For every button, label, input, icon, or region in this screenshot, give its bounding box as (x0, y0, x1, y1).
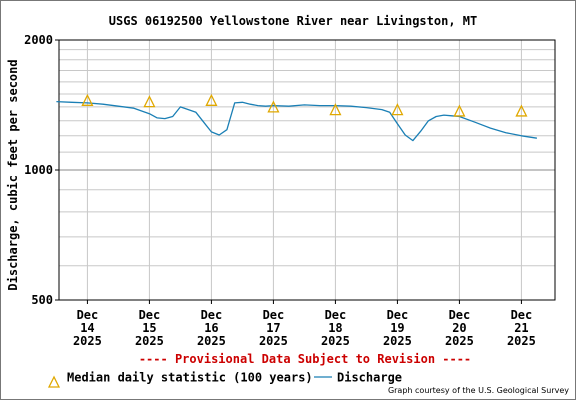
x-tick-label: 2025 (445, 334, 474, 348)
x-tick-label: 2025 (259, 334, 288, 348)
median-marker (515, 104, 528, 117)
median-marker (205, 93, 218, 106)
median-marker (329, 103, 342, 116)
x-tick-label: 2025 (197, 334, 226, 348)
x-tick-label: Dec (263, 308, 285, 322)
median-marker (453, 104, 466, 117)
x-tick-label: 2025 (383, 334, 412, 348)
legend-discharge-label: Discharge (337, 371, 402, 385)
x-tick-label: 2025 (73, 334, 102, 348)
series-layer (56, 93, 537, 142)
y-axis-label: Discharge, cubic feet per second (6, 59, 20, 290)
y-tick-label: 2000 (24, 33, 53, 47)
x-tick-label: Dec (449, 308, 471, 322)
x-tick-label: 16 (204, 321, 218, 335)
x-tick-label: Dec (325, 308, 347, 322)
x-tick-label: Dec (139, 308, 161, 322)
y-tick-labels: 2000 1000 500 (24, 33, 59, 307)
y-tick-label: 500 (31, 293, 53, 307)
x-tick-label: Dec (511, 308, 533, 322)
provisional-notice: ---- Provisional Data Subject to Revisio… (139, 352, 471, 366)
x-tick-label: 2025 (135, 334, 164, 348)
legend: Median daily statistic (100 years) Disch… (47, 371, 402, 388)
x-tick-label: 15 (142, 321, 156, 335)
legend-median-marker (47, 375, 61, 388)
x-tick-label: 2025 (321, 334, 350, 348)
x-tick-label: 21 (514, 321, 528, 335)
x-tick-label: 2025 (507, 334, 536, 348)
median-marker (81, 93, 94, 106)
chart-title: USGS 06192500 Yellowstone River near Liv… (109, 14, 477, 28)
median-marker (267, 100, 280, 113)
x-tick-label: Dec (387, 308, 409, 322)
x-tick-label: 20 (452, 321, 466, 335)
y-tick-label: 1000 (24, 163, 53, 177)
legend-median-label: Median daily statistic (100 years) (67, 371, 313, 385)
x-tick-label: 14 (80, 321, 94, 335)
discharge-line (56, 100, 537, 142)
x-tick-label: 17 (266, 321, 280, 335)
median-marker (391, 103, 404, 116)
x-tick-label: 19 (390, 321, 404, 335)
median-marker (143, 95, 156, 108)
grid-lines (58, 39, 556, 301)
x-tick-label: Dec (77, 308, 99, 322)
x-tick-labels: Dec142025Dec152025Dec162025Dec172025Dec1… (73, 300, 536, 348)
credit-text: Graph courtesy of the U.S. Geological Su… (388, 386, 569, 395)
x-tick-label: Dec (201, 308, 223, 322)
x-tick-label: 18 (328, 321, 342, 335)
